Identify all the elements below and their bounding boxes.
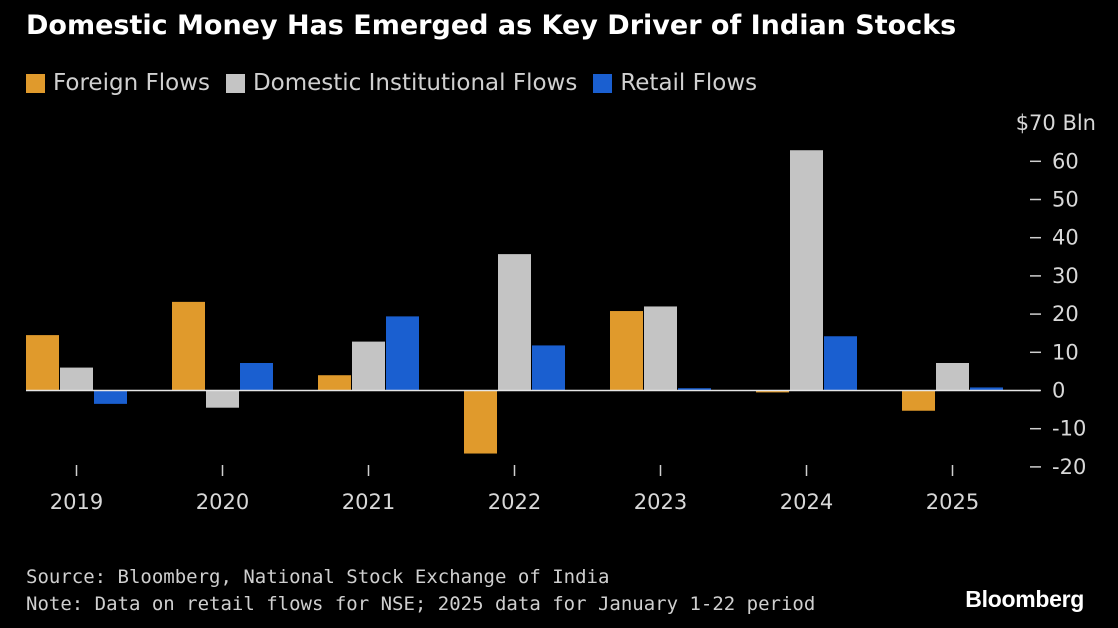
bar-foreign-2023 — [610, 311, 643, 391]
bar-retail-2023 — [678, 388, 711, 391]
y-tick-label: -20 — [1052, 455, 1086, 479]
bar-retail-2022 — [532, 345, 565, 391]
legend-item-foreign: Foreign Flows — [26, 70, 210, 96]
bar-domestic-2021 — [352, 341, 385, 391]
y-tick-label: -10 — [1052, 417, 1086, 441]
chart-legend: Foreign Flows Domestic Institutional Flo… — [26, 70, 773, 96]
bar-retail-2024 — [824, 336, 857, 391]
bar-domestic-2022 — [498, 254, 531, 391]
y-tick-label: $70 Bln — [1016, 111, 1096, 135]
y-tick-label: 30 — [1052, 264, 1079, 288]
legend-swatch-retail — [593, 73, 613, 93]
bar-retail-2025 — [970, 387, 1003, 391]
bloomberg-logo: Bloomberg — [965, 586, 1084, 612]
y-tick-label: 10 — [1052, 340, 1079, 364]
bar-foreign-2020 — [172, 301, 205, 391]
x-tick-label: 2020 — [196, 490, 249, 514]
legend-item-domestic: Domestic Institutional Flows — [225, 70, 578, 96]
data-note: Note: Data on retail flows for NSE; 2025… — [26, 593, 816, 615]
x-tick-label: 2021 — [342, 490, 395, 514]
source-note: Source: Bloomberg, National Stock Exchan… — [26, 566, 610, 588]
bar-foreign-2022 — [464, 390, 497, 454]
legend-swatch-domestic — [225, 73, 245, 93]
x-tick-label: 2025 — [926, 490, 979, 514]
y-tick-label: 60 — [1052, 149, 1079, 173]
bar-domestic-2025 — [936, 362, 969, 391]
bar-domestic-2019 — [60, 367, 93, 391]
legend-label-retail: Retail Flows — [620, 70, 758, 96]
x-tick-label: 2019 — [50, 490, 103, 514]
bar-foreign-2025 — [902, 390, 935, 411]
legend-item-retail: Retail Flows — [593, 70, 757, 96]
x-tick-label: 2022 — [488, 490, 541, 514]
bar-domestic-2020 — [206, 390, 239, 408]
bar-retail-2019 — [94, 390, 127, 404]
bar-domestic-2023 — [644, 306, 677, 391]
chart-footer: Source: Bloomberg, National Stock Exchan… — [26, 564, 815, 618]
bar-foreign-2024 — [756, 390, 789, 393]
bar-foreign-2021 — [318, 375, 351, 391]
y-tick-label: 50 — [1052, 188, 1079, 212]
legend-label-domestic: Domestic Institutional Flows — [252, 70, 578, 96]
bar-retail-2021 — [386, 316, 419, 391]
x-tick-label: 2023 — [634, 490, 687, 514]
bar-domestic-2024 — [790, 150, 823, 391]
y-tick-label: 20 — [1052, 302, 1079, 326]
chart-title: Domestic Money Has Emerged as Key Driver… — [26, 10, 957, 41]
y-tick-label: 40 — [1052, 226, 1079, 250]
y-tick-label: 0 — [1052, 379, 1065, 403]
bar-foreign-2019 — [26, 335, 59, 391]
x-tick-label: 2024 — [780, 490, 833, 514]
bar-retail-2020 — [240, 362, 273, 391]
legend-swatch-foreign — [26, 73, 45, 93]
legend-label-foreign: Foreign Flows — [53, 70, 210, 96]
